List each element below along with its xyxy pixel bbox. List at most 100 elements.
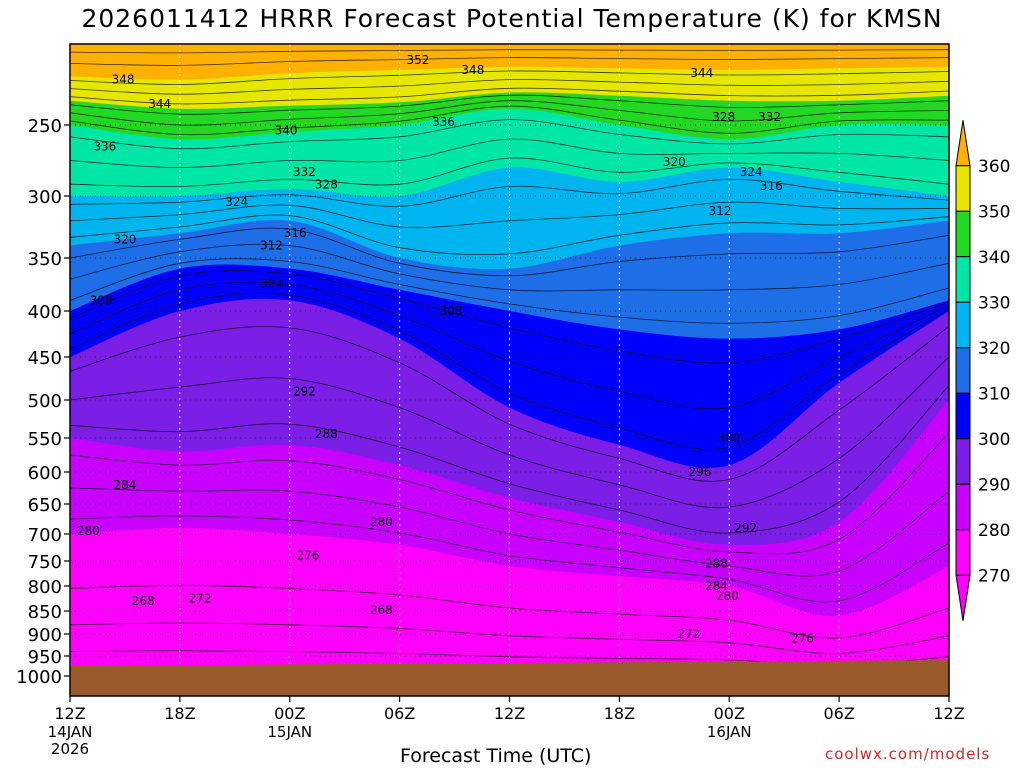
- isotherm-line: [70, 119, 949, 150]
- x-tick-label: 18Z: [604, 704, 635, 723]
- contour-label: 280: [77, 524, 100, 538]
- contour-label: 276: [791, 631, 814, 645]
- y-tick-label: 350: [28, 249, 62, 270]
- ground-surface: [70, 660, 949, 696]
- colorbar-label: 300: [978, 430, 1010, 450]
- contour-label: 336: [432, 115, 455, 129]
- x-tick-label: 06Z: [384, 704, 415, 723]
- x-tick-label: 18Z: [164, 704, 195, 723]
- contour-label: 320: [113, 232, 136, 246]
- isotherm-line: [70, 49, 949, 54]
- contour-label: 272: [189, 592, 212, 606]
- isotherm-line: [70, 70, 949, 85]
- y-tick-label: 650: [28, 495, 62, 516]
- isotherm-line: [70, 201, 949, 228]
- isotherm-line: [70, 57, 949, 66]
- isotherm-line: [70, 227, 949, 277]
- isotherm-line: [70, 243, 949, 292]
- isotherm-line: [70, 487, 949, 577]
- isotherm-line: [70, 214, 949, 256]
- isotherm-line: [70, 178, 949, 207]
- colorbar-swatch: [955, 165, 971, 212]
- contour-label: 308: [439, 304, 462, 318]
- colorbar-swatch: [955, 210, 971, 258]
- isotherm-line: [70, 584, 949, 639]
- contour-label: 288: [315, 427, 338, 441]
- contour-label: 268: [370, 603, 393, 617]
- isotherm-line: [70, 325, 949, 482]
- colorbar-label: 290: [978, 475, 1010, 495]
- contour-label: 324: [225, 195, 248, 209]
- chart-title: 2026011412 HRRR Forecast Potential Tempe…: [81, 4, 943, 33]
- x-tick-date: 16JAN: [707, 723, 752, 741]
- colorbar-arrow-low: [955, 574, 971, 621]
- isotherm-line: [70, 138, 949, 169]
- colorbar-label: 350: [978, 202, 1010, 222]
- colorbar-label: 280: [978, 521, 1010, 541]
- isotherm-line: [70, 100, 949, 126]
- isotherm-line: [70, 105, 949, 136]
- colorbar-swatch: [955, 483, 971, 531]
- contour-label: 276: [297, 549, 320, 563]
- contour-label: 312: [260, 239, 283, 253]
- colorbar-label: 310: [978, 384, 1010, 404]
- isotherm-line: [70, 79, 949, 95]
- contour-label: 332: [293, 165, 316, 179]
- contour-label: 352: [406, 53, 429, 67]
- isotherm-line: [70, 94, 949, 115]
- colorbar-label: 320: [978, 339, 1010, 359]
- y-tick-label: 500: [28, 391, 62, 412]
- contour-label: 296: [688, 465, 711, 479]
- isotherm-line: [70, 622, 949, 654]
- contour-label: 312: [709, 204, 732, 218]
- contour-label: 328: [315, 178, 338, 192]
- contour-label: 332: [758, 110, 781, 124]
- y-tick-label: 850: [28, 602, 62, 623]
- y-tick-label: 900: [28, 625, 62, 646]
- colorbar-swatch: [955, 256, 971, 303]
- contour-label: 348: [112, 73, 135, 87]
- y-tick-label: 250: [28, 116, 62, 137]
- x-tick-date: 14JAN: [48, 723, 93, 741]
- isotherm-line: [70, 87, 949, 105]
- isotherm-line: [70, 515, 949, 603]
- x-tick-label: 06Z: [823, 704, 854, 723]
- contour-label: 272: [678, 627, 701, 641]
- y-tick-label: 950: [28, 647, 62, 668]
- x-tick-label: 12Z: [494, 704, 525, 723]
- colorbar-swatch: [955, 438, 971, 485]
- x-axis-title: Forecast Time (UTC): [400, 745, 592, 767]
- credit-text: coolwx.com/models: [825, 745, 991, 763]
- isotherm-line: [70, 281, 949, 410]
- colorbar-swatch: [955, 347, 971, 394]
- contour-label: 300: [718, 431, 741, 445]
- isotherm-line: [70, 385, 949, 534]
- contour-label: 280: [716, 589, 739, 603]
- contour-label: 292: [734, 521, 757, 535]
- x-tick-label: 00Z: [274, 704, 305, 723]
- contour-label: 316: [760, 179, 783, 193]
- contour-label: 316: [284, 226, 307, 240]
- isotherm-line: [70, 258, 949, 324]
- x-tick-label: 12Z: [933, 704, 964, 723]
- isotherm-line: [70, 356, 949, 509]
- contour-label: 336: [93, 139, 116, 153]
- contour-label: 324: [740, 165, 763, 179]
- colorbar-label: 360: [978, 157, 1010, 177]
- contour-label: 304: [260, 276, 283, 290]
- contour-label: 280: [370, 515, 393, 529]
- colorbar-swatch: [955, 392, 971, 440]
- contour-label: 328: [712, 110, 735, 124]
- y-tick-label: 700: [28, 525, 62, 546]
- y-tick-label: 450: [28, 348, 62, 369]
- contour-label: 348: [461, 63, 484, 77]
- contour-label: 292: [293, 384, 316, 398]
- colorbar-swatch: [955, 529, 971, 576]
- x-tick-label: 12Z: [54, 704, 85, 723]
- y-tick-label: 750: [28, 552, 62, 573]
- y-tick-label: 300: [28, 187, 62, 208]
- colorbar-swatch: [955, 301, 971, 349]
- contour-label: 308: [90, 293, 113, 307]
- colorbar-arrow-high: [955, 120, 971, 167]
